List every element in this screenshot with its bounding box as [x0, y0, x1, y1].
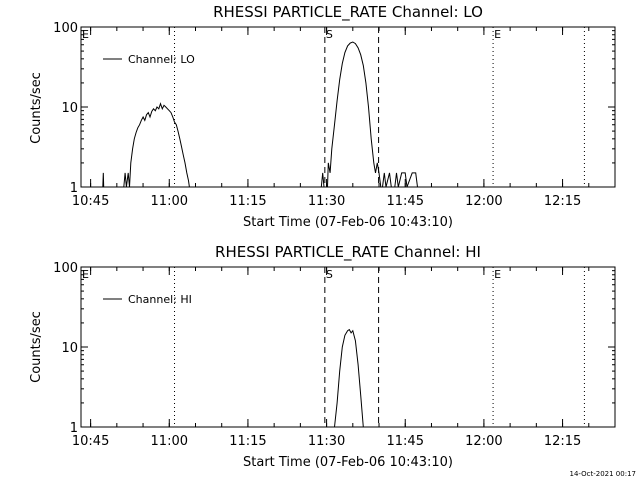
series-line — [102, 172, 105, 188]
plot-area: 1 10 100 10:45 11:00 11:15 11:30 11:45 12:00 12:1… — [53, 21, 616, 209]
series-line — [123, 102, 190, 188]
legend: Channel: LO — [103, 53, 195, 66]
series-line — [320, 172, 325, 188]
x-tick-label: 11:00 — [151, 194, 188, 209]
y-tick-label: 10 — [61, 101, 78, 116]
x-tick-label: 11:30 — [308, 194, 345, 209]
series-line — [394, 172, 418, 188]
x-tick-label: 11:45 — [387, 434, 424, 449]
y-axis-label: Counts/sec — [29, 311, 44, 383]
series-line — [382, 172, 392, 188]
chart-title: RHESSI PARTICLE_RATE Channel: HI — [215, 243, 481, 262]
marker-label: E — [494, 268, 501, 281]
plot-frame — [80, 266, 616, 428]
y-axis-label: Counts/sec — [29, 72, 44, 144]
marker-label: S — [326, 28, 333, 41]
chart-title: RHESSI PARTICLE_RATE Channel: LO — [213, 3, 483, 22]
marker-label: E — [82, 28, 89, 41]
marker-label: E — [82, 268, 89, 281]
plot-area: 1 10 100 10:45 11:00 11:15 11:30 11:45 12:00 12:1… — [53, 261, 616, 449]
x-axis-label: Start Time (07-Feb-06 10:43:10) — [243, 215, 453, 230]
x-tick-label: 12:00 — [465, 194, 502, 209]
y-tick-label: 10 — [61, 341, 78, 356]
legend-label: Channel: HI — [128, 293, 192, 306]
plot-frame — [80, 26, 616, 188]
legend: Channel: HI — [103, 293, 192, 306]
chart-panel-hi: RHESSI PARTICLE_RATE Channel: HI Start T… — [29, 243, 616, 470]
x-tick-label: 11:15 — [229, 434, 266, 449]
chart-panel-lo: RHESSI PARTICLE_RATE Channel: LO Start T… — [29, 3, 616, 230]
footer-timestamp: 14-Oct-2021 00:17 — [570, 470, 636, 478]
x-tick-label: 11:15 — [229, 194, 266, 209]
x-tick-label: 11:30 — [308, 434, 345, 449]
x-tick-label: 12:15 — [544, 194, 581, 209]
x-tick-label: 10:45 — [72, 434, 109, 449]
series-line — [327, 41, 382, 188]
x-tick-label: 11:45 — [387, 194, 424, 209]
series-line — [334, 328, 364, 428]
y-tick-label: 1 — [70, 421, 78, 436]
x-tick-label: 12:15 — [544, 434, 581, 449]
y-tick-label: 100 — [53, 261, 78, 276]
x-tick-label: 12:00 — [465, 434, 502, 449]
marker-label: E — [494, 28, 501, 41]
legend-label: Channel: LO — [128, 53, 195, 66]
x-tick-label: 10:45 — [72, 194, 109, 209]
x-tick-label: 11:00 — [151, 434, 188, 449]
y-tick-label: 1 — [70, 181, 78, 196]
x-axis-label: Start Time (07-Feb-06 10:43:10) — [243, 455, 453, 470]
y-tick-label: 100 — [53, 21, 78, 36]
marker-label: S — [326, 268, 333, 281]
